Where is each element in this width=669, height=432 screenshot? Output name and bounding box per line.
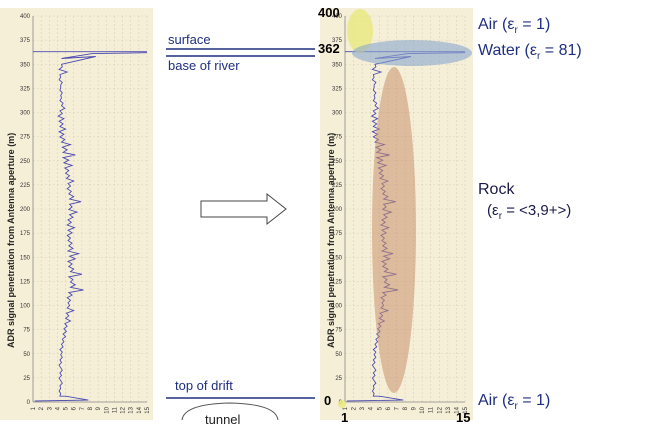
right-y-tick-label: 225 xyxy=(332,183,343,189)
rock-permittivity-label: (εr = <3,9+>) xyxy=(487,202,572,222)
left-y-tick-label: 125 xyxy=(20,279,31,285)
right-x-tick-label: 5 xyxy=(377,406,383,410)
left-y-tick-label: 250 xyxy=(20,159,31,165)
right-x-tick-label: 13 xyxy=(446,406,452,413)
right-y-tick-label: 275 xyxy=(332,135,343,141)
left-x-tick-label: 8 xyxy=(88,406,94,410)
left-x-tick-label: 4 xyxy=(55,406,61,410)
right-x-tick-label: 4 xyxy=(369,406,375,410)
base-of-river-label: base of river xyxy=(168,58,240,73)
right-x-tick-label: 8 xyxy=(403,406,409,410)
left-x-tick-label: 10 xyxy=(104,406,110,413)
left-y-tick-label: 0 xyxy=(27,400,31,406)
right-y-tick-label: 400 xyxy=(332,14,343,20)
right-y-tick-label: 325 xyxy=(332,86,343,92)
left-y-tick-label: 175 xyxy=(20,231,31,237)
right-x-tick-label: 3 xyxy=(360,406,366,410)
left-y-tick-label: 350 xyxy=(20,62,31,68)
left-x-tick-label: 14 xyxy=(137,406,143,413)
left-y-tick-label: 325 xyxy=(20,86,31,92)
left-x-tick-label: 1 xyxy=(31,406,37,410)
right-y-tick-label: 200 xyxy=(332,207,343,213)
right-x-tick-label: 9 xyxy=(412,406,418,410)
right-x-tick-label: 11 xyxy=(429,406,435,413)
left-y-tick-label: 200 xyxy=(20,207,31,213)
left-y-tick-label: 100 xyxy=(20,304,31,310)
right-x-tick-label: 7 xyxy=(394,406,400,410)
air-bottom-ellipse xyxy=(338,400,346,408)
left-x-tick-label: 11 xyxy=(112,406,118,413)
value-15: 15 xyxy=(456,410,471,425)
left-x-tick-label: 7 xyxy=(80,406,86,410)
left-x-tick-label: 5 xyxy=(64,406,70,410)
right-x-tick-label: 14 xyxy=(454,406,460,413)
left-x-tick-label: 3 xyxy=(47,406,53,410)
tunnel-label: tunnel xyxy=(205,412,241,427)
right-y-tick-label: 150 xyxy=(332,255,343,261)
value-1: 1 xyxy=(341,410,349,425)
right-y-tick-label: 50 xyxy=(335,352,342,358)
right-x-tick-label: 1 xyxy=(343,406,349,410)
left-y-tick-label: 300 xyxy=(20,111,31,117)
left-y-tick-label: 375 xyxy=(20,38,31,44)
left-y-tick-label: 150 xyxy=(20,255,31,261)
right-y-tick-label: 75 xyxy=(335,328,342,334)
water-label: Water (εr = 81) xyxy=(478,42,582,63)
right-y-tick-label: 300 xyxy=(332,111,343,117)
surface-label: surface xyxy=(168,32,211,47)
air-top-ellipse xyxy=(347,9,373,53)
left-x-tick-label: 2 xyxy=(39,406,45,410)
right-x-tick-label: 6 xyxy=(386,406,392,410)
left-x-tick-label: 15 xyxy=(145,406,151,413)
left-y-tick-label: 50 xyxy=(23,352,30,358)
right-y-tick-label: 350 xyxy=(332,62,343,68)
right-y-tick-label: 375 xyxy=(332,38,343,44)
left-y-axis-label: ADR signal penetration from Antenna aper… xyxy=(6,132,16,348)
right-y-tick-label: 100 xyxy=(332,304,343,310)
right-x-tick-label: 12 xyxy=(437,406,443,413)
right-y-tick-label: 25 xyxy=(335,376,342,382)
right-y-tick-label: 250 xyxy=(332,159,343,165)
left-signal-trace xyxy=(34,52,148,402)
left-y-tick-label: 275 xyxy=(20,135,31,141)
value-362: 362 xyxy=(318,41,340,56)
value-400: 400 xyxy=(318,5,340,20)
value-0: 0 xyxy=(324,393,332,408)
right-arrow-icon xyxy=(200,192,287,226)
top-of-drift-label: top of drift xyxy=(175,378,233,393)
tunnel-outline xyxy=(181,402,279,421)
air-top-label: Air (εr = 1) xyxy=(478,16,551,37)
left-x-tick-label: 13 xyxy=(129,406,135,413)
right-y-tick-label: 125 xyxy=(332,279,343,285)
right-x-tick-label: 10 xyxy=(420,406,426,413)
right-x-tick-label: 15 xyxy=(463,406,469,413)
water-ellipse xyxy=(352,40,472,66)
left-y-tick-label: 25 xyxy=(23,376,30,382)
left-x-tick-label: 6 xyxy=(72,406,78,410)
rock-label: Rock xyxy=(478,181,515,198)
left-y-tick-label: 400 xyxy=(20,14,31,20)
rock-ellipse xyxy=(372,67,416,393)
left-x-tick-label: 9 xyxy=(96,406,102,410)
right-x-tick-label: 2 xyxy=(352,406,358,410)
air-bottom-label: Air (εr = 1) xyxy=(478,392,551,413)
left-y-tick-label: 75 xyxy=(23,328,30,334)
left-panel-bg xyxy=(0,8,153,420)
left-y-tick-label: 225 xyxy=(20,183,31,189)
left-x-tick-label: 12 xyxy=(121,406,127,413)
right-y-axis-label: ADR signal penetration from Antenna aper… xyxy=(326,132,336,348)
right-y-tick-label: 175 xyxy=(332,231,343,237)
